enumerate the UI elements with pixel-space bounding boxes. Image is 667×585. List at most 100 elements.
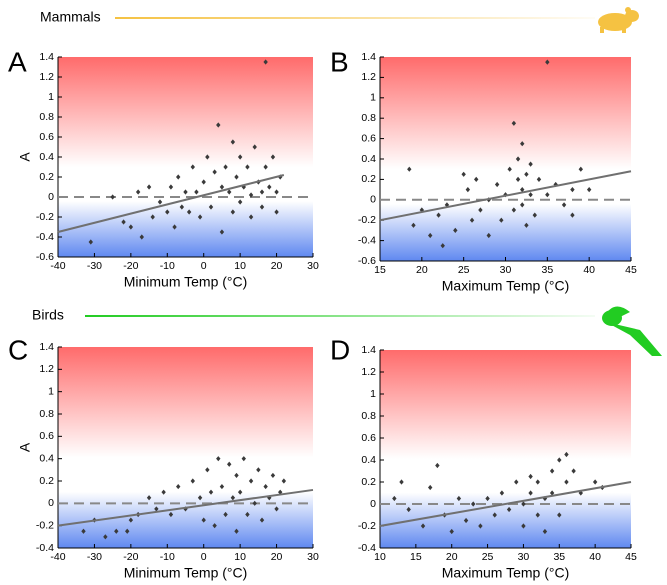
data-point	[536, 176, 542, 182]
x-tick-label: 25	[458, 264, 470, 276]
data-point	[535, 479, 540, 485]
x-tick-label: 0	[201, 260, 207, 272]
y-tick-label: 0.2	[39, 171, 54, 183]
x-tick-label: -40	[50, 551, 65, 563]
data-point	[542, 528, 548, 535]
y-tick-label: -0.4	[358, 542, 376, 554]
data-point	[154, 506, 159, 512]
data-point	[190, 164, 195, 170]
y-tick-label: -0.6	[358, 255, 376, 267]
data-point	[545, 192, 550, 198]
data-point	[88, 239, 93, 245]
plot-background	[380, 350, 631, 548]
data-point	[139, 234, 144, 240]
y-tick-label: 0	[370, 498, 376, 510]
y-tick-label: 0.6	[361, 132, 376, 144]
data-point	[259, 204, 265, 210]
data-point	[281, 478, 287, 484]
data-point	[230, 139, 236, 145]
data-point	[248, 478, 254, 484]
data-point	[201, 179, 206, 185]
x-tick-label: 20	[271, 260, 283, 272]
panel-label: A	[8, 46, 27, 77]
x-tick-label: -20	[123, 260, 138, 272]
data-point	[146, 184, 152, 190]
data-point	[241, 456, 246, 462]
panel-label: B	[330, 46, 349, 77]
data-point	[515, 176, 521, 182]
x-tick-label: 35	[541, 264, 553, 276]
data-point	[205, 154, 210, 160]
x-tick-label: -20	[123, 551, 138, 563]
data-point	[514, 479, 519, 485]
y-tick-label: 1.2	[39, 363, 54, 375]
data-point	[557, 512, 562, 518]
data-point	[399, 479, 404, 485]
data-point	[499, 490, 505, 496]
data-point	[549, 490, 555, 496]
data-point	[121, 219, 126, 225]
data-point	[183, 506, 188, 512]
data-point	[190, 478, 195, 484]
data-point	[461, 171, 466, 177]
data-point	[248, 214, 254, 220]
data-point	[208, 204, 214, 210]
data-point	[499, 217, 504, 223]
data-point	[557, 457, 562, 463]
data-point	[463, 517, 469, 524]
data-point	[212, 169, 217, 175]
data-point	[561, 202, 567, 208]
y-tick-label: 0.2	[39, 475, 54, 487]
data-point	[227, 461, 232, 467]
data-point	[453, 227, 458, 233]
data-point	[219, 229, 225, 235]
x-axis-label: Minimum Temp (°C)	[124, 274, 248, 290]
data-point	[570, 212, 575, 218]
fit-line	[57, 488, 314, 527]
y-tick-label: 1.2	[361, 71, 376, 83]
data-point	[150, 214, 155, 220]
data-point	[179, 204, 185, 210]
data-point	[237, 199, 243, 205]
data-point	[168, 511, 174, 518]
y-tick-label: 0.4	[361, 153, 376, 165]
data-point	[223, 511, 228, 518]
section-rule	[115, 17, 595, 19]
section-rule	[85, 315, 595, 317]
y-tick-label: 1.4	[361, 51, 376, 63]
data-point	[212, 523, 217, 529]
data-point	[553, 181, 558, 188]
x-tick-label: 30	[307, 260, 319, 272]
data-point	[237, 489, 243, 495]
y-tick-label: 0.6	[39, 131, 54, 143]
y-tick-label: 0	[48, 497, 54, 509]
data-point	[81, 528, 86, 534]
x-tick-label: 30	[307, 551, 319, 563]
fit-line	[57, 174, 285, 233]
data-point	[436, 212, 441, 218]
data-point	[411, 222, 416, 228]
data-point	[392, 495, 397, 502]
data-point	[592, 479, 598, 485]
x-axis-label: Maximum Temp (°C)	[442, 565, 569, 581]
y-tick-label: 1.4	[39, 341, 54, 353]
y-tick-label: -0.2	[36, 519, 54, 531]
x-tick-label: 45	[625, 551, 637, 563]
x-tick-label: 20	[446, 551, 458, 563]
x-axis-label: Maximum Temp (°C)	[442, 278, 569, 294]
mammal-icon	[598, 7, 639, 33]
data-point	[515, 156, 521, 162]
data-point	[219, 184, 225, 190]
data-point	[176, 483, 181, 490]
x-tick-label: -30	[87, 551, 102, 563]
fit-line	[379, 170, 632, 222]
data-point	[267, 184, 272, 190]
data-point	[474, 176, 479, 182]
data-point	[270, 472, 276, 479]
data-point	[223, 164, 228, 170]
data-point	[237, 154, 243, 160]
data-point	[227, 189, 232, 195]
y-tick-label: 0.2	[361, 173, 376, 185]
data-point	[197, 214, 203, 220]
data-point	[571, 468, 576, 474]
